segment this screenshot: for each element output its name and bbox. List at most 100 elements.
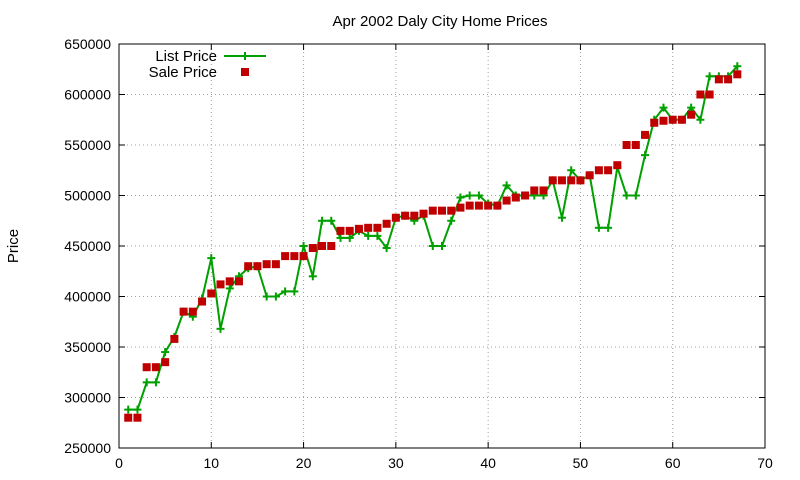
list-price-point: [641, 151, 650, 160]
sale-price-point: [696, 90, 705, 99]
sale-price-point: [281, 252, 290, 261]
sale-price-point: [521, 191, 530, 200]
sale-price-point: [308, 244, 317, 253]
sale-price-point: [336, 226, 345, 235]
sale-price-point: [539, 186, 548, 195]
list-price-point: [318, 216, 327, 225]
list-price-point: [465, 191, 474, 200]
sale-price-point: [687, 110, 696, 119]
sale-price-point: [438, 206, 446, 215]
sale-price-point: [290, 252, 299, 261]
sale-price-point: [456, 203, 465, 212]
sale-price-point: [493, 201, 502, 210]
sale-price-point: [428, 206, 437, 215]
list-price-point: [428, 242, 437, 250]
sale-price-point: [585, 171, 594, 180]
x-tick-label: 10: [203, 455, 219, 471]
sale-price-point: [207, 289, 216, 298]
axis-ticks: 0 10 20 30 40 50 60 70 250000 300000 350000 400000 4…: [64, 36, 773, 471]
list-price-point: [271, 292, 280, 301]
sale-price-point: [382, 219, 391, 228]
list-price-point: [336, 233, 345, 242]
list-price-point: [281, 287, 290, 296]
sale-price-point: [133, 413, 142, 422]
sale-price-point: [548, 176, 557, 185]
list-price-point: [604, 223, 613, 232]
y-tick-label: 650000: [64, 36, 111, 52]
list-price-point: [290, 287, 299, 296]
x-tick-label: 0: [115, 455, 123, 471]
x-tick-label: 60: [665, 455, 681, 471]
list-price-point: [631, 191, 640, 200]
list-price-point: [733, 62, 742, 71]
sale-price-point: [198, 297, 207, 306]
sale-price-point: [410, 211, 419, 220]
sale-price-point: [613, 161, 622, 170]
sale-price-point: [271, 260, 280, 269]
sale-price-point: [511, 193, 520, 202]
y-tick-label: 500000: [64, 188, 111, 204]
sale-price-point: [484, 201, 493, 210]
list-price-point: [327, 216, 336, 225]
sale-price-point: [401, 211, 410, 220]
sale-price-point: [419, 209, 428, 218]
sale-price-point: [474, 201, 483, 210]
list-price-point: [364, 231, 373, 240]
list-price-point: [687, 103, 696, 112]
sale-price-point: [299, 252, 308, 261]
sale-price-point: [567, 176, 576, 185]
list-price-point: [456, 193, 465, 202]
y-tick-label: 400000: [64, 289, 111, 305]
sale-price-point: [216, 280, 225, 289]
series-layer: [124, 62, 742, 422]
sale-price-point: [364, 223, 373, 232]
sale-price-point: [262, 260, 271, 269]
sale-price-point: [142, 363, 151, 372]
x-tick-label: 20: [296, 455, 312, 471]
sale-price-point: [244, 262, 253, 271]
y-axis-label: Price: [5, 229, 22, 263]
list-price-point: [447, 216, 456, 225]
grid: [119, 44, 765, 448]
list-price-point: [262, 292, 271, 301]
list-price-point: [308, 272, 317, 281]
sale-price-point: [354, 224, 363, 233]
list-price-point: [151, 378, 160, 387]
list-price-point: [216, 324, 225, 333]
list-price-point: [594, 223, 603, 232]
sale-price-point: [151, 363, 160, 372]
sale-price-point: [373, 223, 382, 232]
sale-price-point: [253, 262, 262, 271]
list-price-point: [133, 405, 142, 414]
list-price-point: [438, 242, 446, 250]
sale-price-point: [733, 70, 742, 79]
list-price-point: [207, 254, 216, 263]
list-price-point: [142, 378, 151, 387]
list-price-point: [659, 103, 668, 112]
sale-price-point: [502, 196, 511, 205]
list-price-point: [557, 213, 566, 222]
sale-price-point: [650, 118, 659, 127]
sale-price-point: [641, 130, 650, 139]
y-tick-label: 350000: [64, 339, 111, 355]
list-price-point: [124, 405, 133, 414]
chart-title: Apr 2002 Daly City Home Prices: [332, 13, 547, 30]
sale-price-point: [327, 242, 336, 250]
y-tick-label: 600000: [64, 87, 111, 103]
x-tick-label: 30: [388, 455, 404, 471]
x-tick-label: 50: [573, 455, 589, 471]
sale-price-point: [225, 277, 234, 286]
legend-sale-price-marker: [241, 68, 249, 76]
x-tick-label: 40: [480, 455, 496, 471]
sale-price-point: [594, 166, 603, 175]
y-tick-label: 450000: [64, 238, 111, 254]
sale-price-point: [161, 358, 170, 367]
y-tick-label: 550000: [64, 137, 111, 153]
sale-price-point: [447, 206, 456, 215]
sale-price-point: [530, 186, 539, 195]
sale-price-point: [557, 176, 566, 185]
list-price-point: [705, 72, 714, 81]
sale-price-point: [705, 90, 714, 99]
